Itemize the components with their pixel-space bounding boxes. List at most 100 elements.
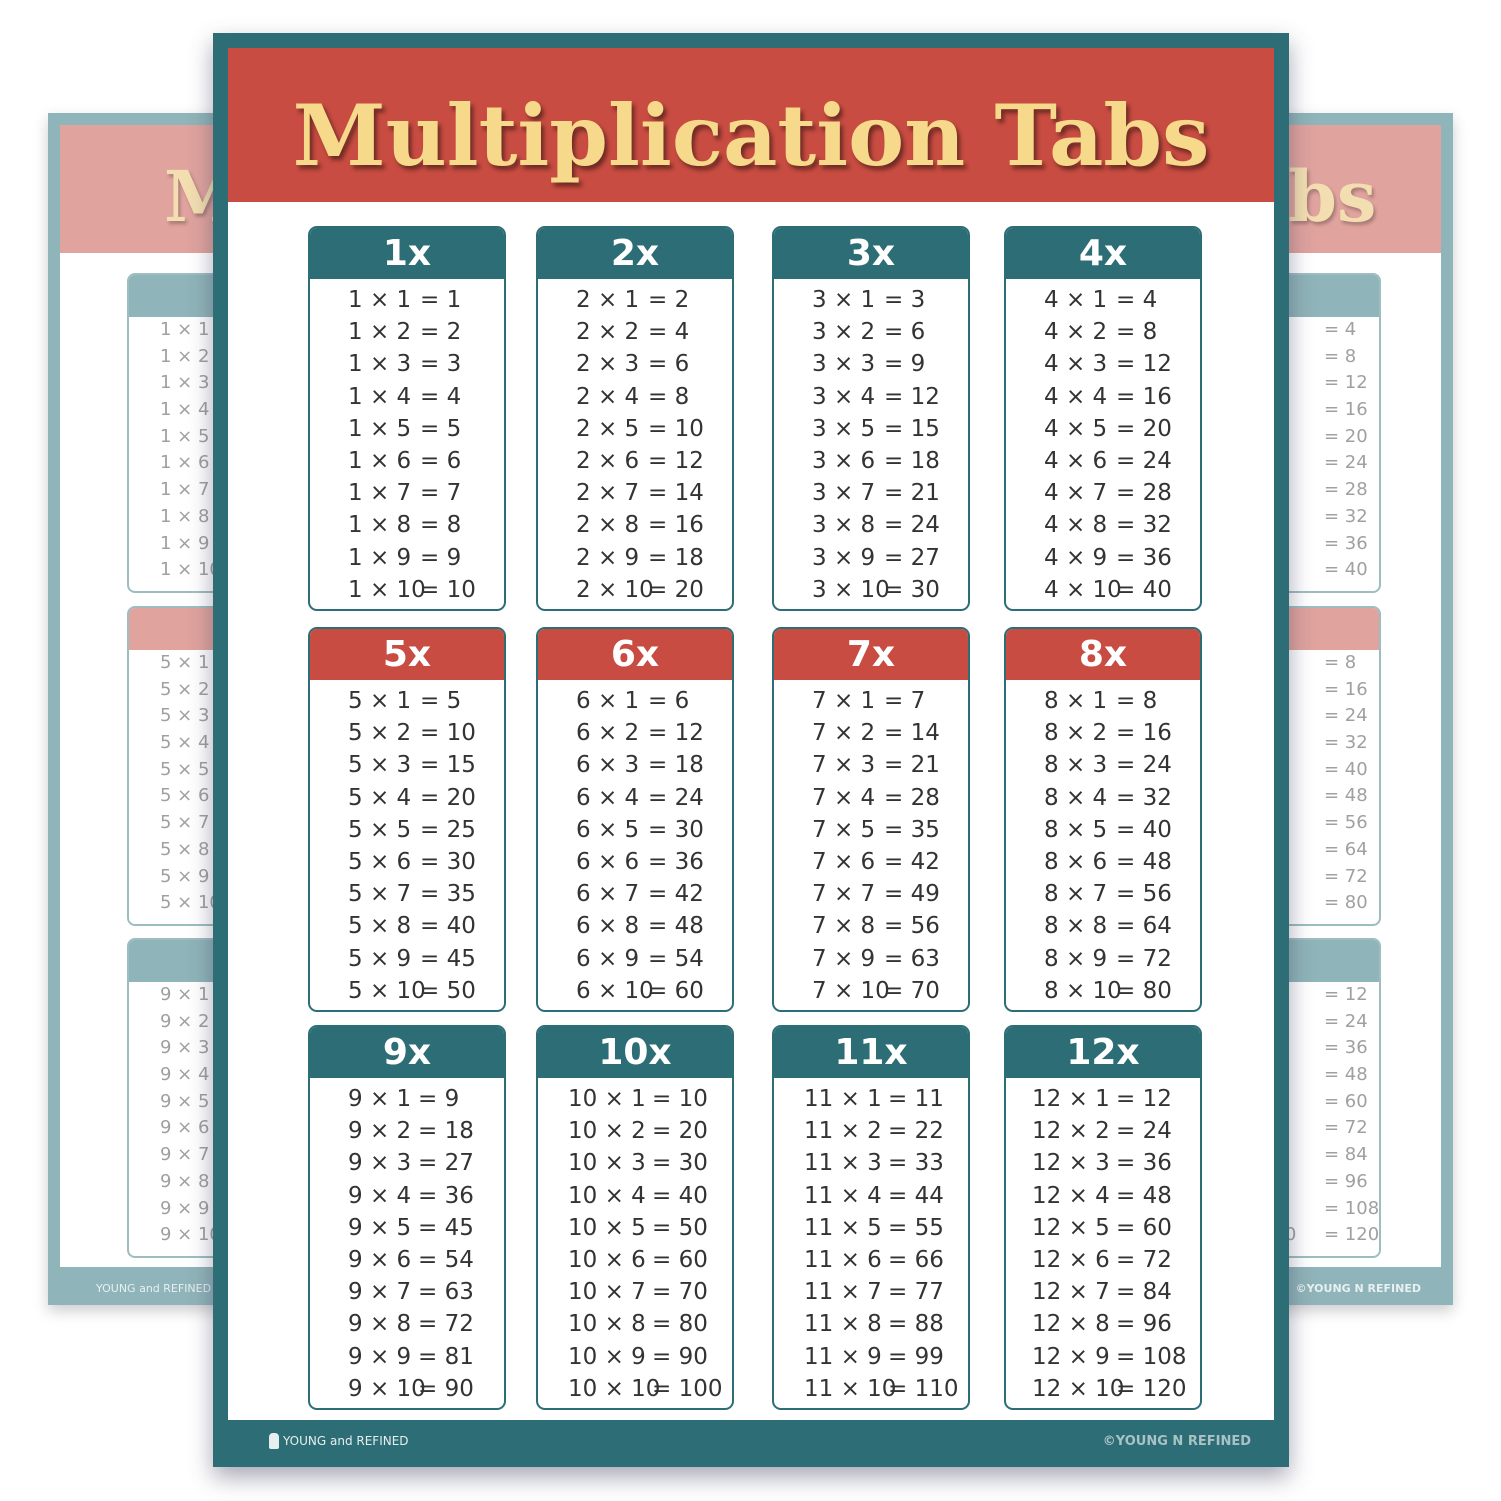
table-row: 7 × 7 = 49 (774, 878, 968, 910)
row-expression: 7 × 6 (812, 848, 876, 875)
row-expression: 3 × 1 (812, 287, 876, 313)
row-result: = 40 (1324, 758, 1368, 780)
row-result: = 72 (1116, 945, 1172, 972)
row-expression: 5 × 6 (348, 848, 412, 875)
row-expression: 1 × 8 (348, 512, 412, 539)
row-expression: 1 × 8 (160, 505, 210, 527)
row-expression: 8 × 2 (1044, 720, 1108, 747)
table-row: 3 × 3 = 9 (774, 348, 968, 380)
row-result: = 72 (1324, 1117, 1368, 1139)
row-expression: 11 × 5 (804, 1214, 882, 1241)
row-result: = 25 (420, 816, 476, 843)
row-result: = 45 (420, 945, 476, 972)
table-row: 10 × 5 = 50 (538, 1212, 732, 1244)
row-expression: 7 × 8 (812, 913, 876, 940)
back-poster-body: bs 1x1 × 1= 11 × 2= 21 × 3= 31 × 4= 41 ×… (1278, 125, 1441, 1267)
row-expression: 5 × 1 (160, 652, 210, 673)
row-expression: 7 × 5 (812, 816, 876, 843)
row-result: = 48 (1116, 1182, 1172, 1209)
row-expression: 11 × 6 (804, 1246, 882, 1273)
row-expression: 8 × 7 (1044, 881, 1108, 908)
table-row: 2 × 10= 20 (538, 574, 732, 606)
table-row: 5 × 9 = 45 (310, 943, 504, 975)
row-expression: 2 × 2 (576, 319, 640, 346)
table-row: 11 × 7 = 77 (774, 1276, 968, 1308)
table-row: 1 × 3 = 3 (310, 348, 504, 380)
table-row: 10 × 4 = 40 (538, 1180, 732, 1212)
row-expression: 9 × 9 (348, 1343, 412, 1370)
table-row: 8 × 9 = 72 (1006, 943, 1200, 975)
row-result: = 99 (888, 1343, 944, 1370)
row-expression: 11 × 1 (804, 1086, 882, 1112)
table-row: 12 × 10= 120 (1006, 1373, 1200, 1405)
row-expression: 11 × 2 (804, 1118, 882, 1145)
table-row: 4 × 7 = 28 (1006, 477, 1200, 509)
row-result: = 50 (652, 1214, 708, 1241)
table-12x: 12x 12 × 1 = 12 12 × 2 = 24 12 × 3 = 36 12 × 4 =… (1004, 1025, 1202, 1410)
row-expression: 9 × 1 (348, 1086, 412, 1112)
row-expression: 5 × 10 (348, 977, 426, 1004)
table-header: 5x (310, 629, 504, 680)
row-result: = 32 (1116, 784, 1172, 811)
back-table-row: 4 × 6= 24 (1278, 450, 1379, 477)
row-result: = 28 (1116, 480, 1172, 507)
row-expression: 8 × 8 (1044, 913, 1108, 940)
row-result: = 8 (1116, 319, 1158, 346)
row-expression: 1 × 1 (348, 287, 412, 313)
row-expression: 7 × 4 (812, 784, 876, 811)
table-header: 6x (538, 629, 732, 680)
table-row: 2 × 4 = 8 (538, 381, 732, 413)
row-result: = 15 (884, 415, 940, 442)
row-result: = 32 (1116, 512, 1172, 539)
row-expression: 11 × 7 (804, 1279, 882, 1306)
table-11x: 11x 11 × 1 = 11 11 × 2 = 22 11 × 3 = 33 11 × 4 =… (772, 1025, 970, 1410)
row-expression: 4 × 2 (1044, 319, 1108, 346)
row-expression: 1 × 2 (160, 345, 210, 367)
table-row: 11 × 9 = 99 (774, 1341, 968, 1373)
table-header: 8x (1006, 629, 1200, 680)
row-result: = 18 (648, 544, 704, 571)
row-result: = 108 (1116, 1343, 1187, 1370)
table-row: 11 × 6 = 66 (774, 1244, 968, 1276)
row-result: = 63 (884, 945, 940, 972)
row-expression: 4 × 4 (1044, 383, 1108, 410)
table-row: 5 × 5 = 25 (310, 814, 504, 846)
table-row: 6 × 3 = 18 (538, 749, 732, 781)
table-row: 9 × 7 = 63 (310, 1276, 504, 1308)
row-result: = 40 (652, 1182, 708, 1209)
row-expression: 1 × 10 (348, 576, 426, 603)
footer-copyright: ©YOUNG N REFINED (1102, 1434, 1251, 1449)
row-expression: 4 × 5 (1044, 415, 1108, 442)
table-row: 7 × 4 = 28 (774, 782, 968, 814)
table-row: 8 × 7 = 56 (1006, 878, 1200, 910)
table-row: 7 × 8 = 56 (774, 910, 968, 942)
table-header: 7x (774, 629, 968, 680)
row-result: = 6 (420, 447, 462, 474)
row-result: = 64 (1324, 838, 1368, 860)
row-result: = 66 (888, 1246, 944, 1273)
row-result: = 24 (1324, 452, 1368, 474)
row-result: = 30 (652, 1150, 708, 1177)
row-expression: 9 × 3 (160, 1037, 210, 1059)
row-expression: 1 × 6 (160, 452, 210, 474)
row-expression: 2 × 6 (576, 447, 640, 474)
row-result: = 35 (420, 881, 476, 908)
row-result: = 60 (648, 977, 704, 1004)
row-expression: 5 × 7 (348, 881, 412, 908)
table-row: 12 × 7 = 84 (1006, 1276, 1200, 1308)
row-expression: 6 × 2 (576, 720, 640, 747)
row-expression: 5 × 3 (348, 752, 412, 779)
row-result: = 110 (888, 1375, 959, 1402)
row-result: = 54 (648, 945, 704, 972)
table-row: 3 × 10= 30 (774, 574, 968, 606)
row-expression: 8 × 9 (1044, 945, 1108, 972)
row-result: = 40 (1116, 576, 1172, 603)
row-result: = 6 (884, 319, 926, 346)
row-expression: 2 × 5 (576, 415, 640, 442)
table-row: 11 × 2 = 22 (774, 1115, 968, 1147)
table-row: 5 × 3 = 15 (310, 749, 504, 781)
row-expression: 12 × 6 (1032, 1246, 1110, 1273)
row-result: = 5 (420, 688, 462, 714)
